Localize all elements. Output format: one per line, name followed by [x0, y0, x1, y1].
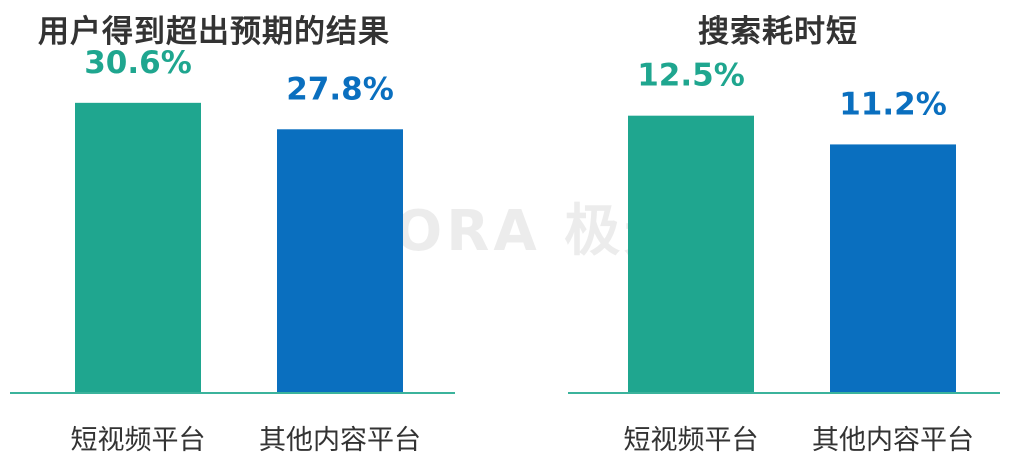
chart-search-time: 搜索耗时短 12.5% 短视频平台 11.2% 其他内容平台: [560, 0, 1000, 461]
chart-title: 用户得到超出预期的结果: [38, 14, 390, 50]
chart-title: 搜索耗时短: [698, 14, 858, 50]
category-label: 其他内容平台: [812, 425, 974, 456]
chart-user-expectation: 用户得到超出预期的结果 30.6% 短视频平台 27.8% 其他内容平台: [0, 0, 460, 461]
category-label: 其他内容平台: [259, 425, 421, 456]
category-label: 短视频平台: [624, 425, 759, 456]
bar-2: [277, 129, 403, 393]
bar-chart-plot: 30.6% 短视频平台 27.8% 其他内容平台: [10, 45, 455, 456]
data-label: 12.5%: [637, 58, 745, 94]
bar-2: [830, 144, 956, 392]
data-label: 11.2%: [839, 86, 947, 122]
category-label: 短视频平台: [71, 425, 206, 456]
bar-1: [628, 115, 754, 393]
bar-chart-plot: 12.5% 短视频平台 11.2% 其他内容平台: [568, 58, 1000, 456]
data-label: 30.6%: [84, 45, 192, 81]
bar-1: [75, 102, 201, 392]
data-label: 27.8%: [286, 71, 394, 107]
